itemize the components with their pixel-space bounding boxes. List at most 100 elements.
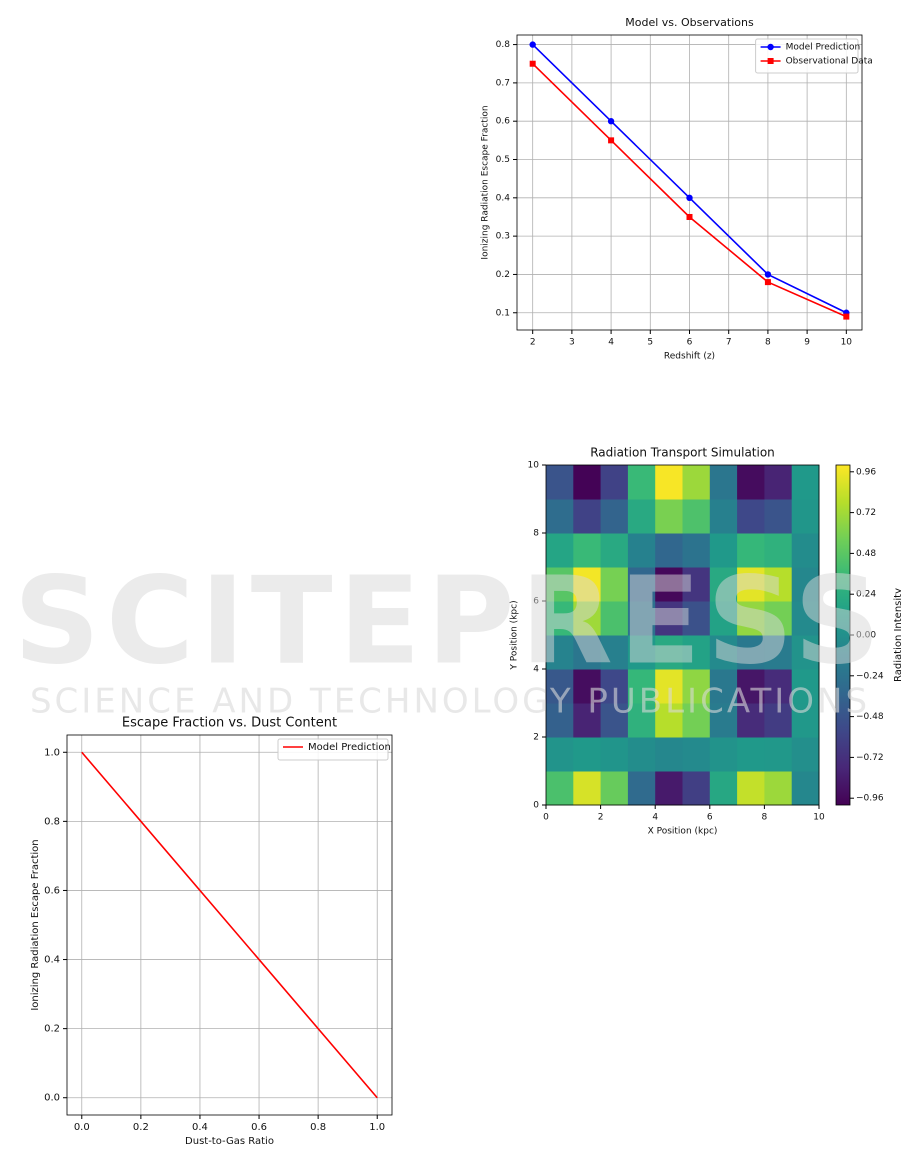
y-tick-label: 0.6: [496, 117, 511, 127]
heat-cell: [737, 533, 765, 568]
colorbar-label: Radiation Intensity: [893, 588, 901, 682]
heat-cell: [655, 703, 683, 738]
heat-cell: [573, 465, 602, 500]
watermark-title: SCITEPRESS: [14, 553, 887, 692]
heat-cell: [737, 567, 765, 602]
heat-cell: [709, 601, 738, 636]
heat-cell: [600, 737, 629, 772]
heat-cell: [764, 737, 793, 772]
heat-cell: [573, 737, 602, 772]
heat-cell: [764, 601, 793, 636]
legend-label: Observational Data: [786, 57, 873, 67]
x-tick-label: 3: [569, 338, 575, 348]
heat-cell: [709, 567, 738, 602]
point: [764, 271, 772, 278]
x-tick-label: 8: [765, 338, 771, 348]
x-tick-label: 0.0: [74, 1122, 90, 1133]
heat-cell: [600, 635, 629, 670]
chart-title: Escape Fraction vs. Dust Content: [122, 716, 337, 731]
heat-cell: [791, 567, 820, 602]
plot-frame: [66, 734, 393, 1116]
colorbar-tick-label: −0.96: [856, 794, 884, 804]
heat-cell: [791, 703, 820, 738]
heat-cell: [764, 669, 793, 704]
heat-cell: [546, 499, 574, 534]
point: [764, 279, 771, 286]
y-tick-label: 0.8: [496, 40, 511, 50]
x-tick-label: 2: [530, 338, 536, 348]
point: [607, 118, 615, 125]
colorbar-tick-label: −0.48: [856, 712, 884, 722]
heat-cell: [627, 601, 656, 636]
heat-cell: [709, 703, 738, 738]
heat-cell: [764, 635, 793, 670]
heat-cell: [791, 601, 820, 636]
heat-cell: [764, 567, 793, 602]
heat-cell: [655, 465, 683, 500]
x-tick-label: 0.8: [310, 1122, 326, 1133]
heat-cell: [682, 465, 711, 500]
y-tick-label: 0.2: [496, 270, 510, 280]
heat-cell: [682, 533, 711, 568]
x-tick-label: 8: [762, 813, 768, 823]
plot-frame: [516, 34, 863, 331]
heat-cell: [600, 533, 629, 568]
x-tick-label: 0.6: [251, 1122, 267, 1133]
y-tick-label: 0: [533, 801, 539, 811]
heat-cell: [655, 533, 683, 568]
colorbar-tick-label: 0.96: [856, 467, 876, 477]
x-tick-label: 6: [707, 813, 713, 823]
heat-cell: [573, 533, 602, 568]
heat-cell: [600, 771, 629, 806]
heat-cell: [764, 465, 793, 500]
heat-cell: [682, 499, 711, 534]
heat-cell: [655, 567, 683, 602]
legend-label: Model Prediction: [308, 742, 391, 753]
y-tick-label: 8: [533, 529, 539, 539]
heat-cell: [709, 771, 738, 806]
plot-frame: [545, 464, 820, 806]
y-tick-label: 0.2: [44, 1024, 60, 1035]
legend-marker: [767, 43, 774, 51]
heat-cell: [791, 533, 820, 568]
heat-cell: [546, 737, 574, 772]
heat-cell: [627, 771, 656, 806]
heat-cell: [546, 669, 574, 704]
heat-cell: [764, 499, 793, 534]
x-tick-label: 7: [726, 338, 732, 348]
x-tick-label: 10: [841, 338, 853, 348]
legend-box: [755, 38, 859, 74]
heat-cell: [546, 601, 574, 636]
x-axis-label: X Position (kpc): [648, 827, 718, 837]
y-tick-label: 0.3: [496, 232, 510, 242]
heat-cell: [791, 771, 820, 806]
heat-cell: [546, 533, 574, 568]
colorbar-tick-label: 0.24: [856, 590, 876, 600]
heat-cell: [655, 737, 683, 772]
heat-cell: [737, 703, 765, 738]
legend-box: [277, 738, 389, 761]
x-axis-label: Dust-to-Gas Ratio: [185, 1136, 274, 1147]
y-tick-label: 4: [533, 665, 539, 675]
heat-cell: [682, 703, 711, 738]
heat-cell: [546, 771, 574, 806]
x-tick-label: 0.2: [133, 1122, 149, 1133]
colorbar-tick-label: 0.48: [856, 549, 876, 559]
y-tick-label: 0.0: [44, 1093, 60, 1104]
x-tick-label: 2: [598, 813, 604, 823]
y-tick-label: 10: [528, 461, 540, 471]
heat-cell: [627, 567, 656, 602]
heat-cell: [573, 635, 602, 670]
heat-cell: [600, 601, 629, 636]
heat-cell: [627, 669, 656, 704]
y-tick-label: 2: [533, 733, 539, 743]
heat-cell: [791, 635, 820, 670]
legend-label: Model Prediction: [786, 43, 861, 53]
heat-cell: [682, 669, 711, 704]
y-tick-label: 0.4: [44, 955, 60, 966]
heat-cell: [627, 533, 656, 568]
heat-cell: [737, 635, 765, 670]
heat-cell: [737, 465, 765, 500]
y-axis-label: Ionizing Radiation Escape Fraction: [481, 105, 491, 259]
